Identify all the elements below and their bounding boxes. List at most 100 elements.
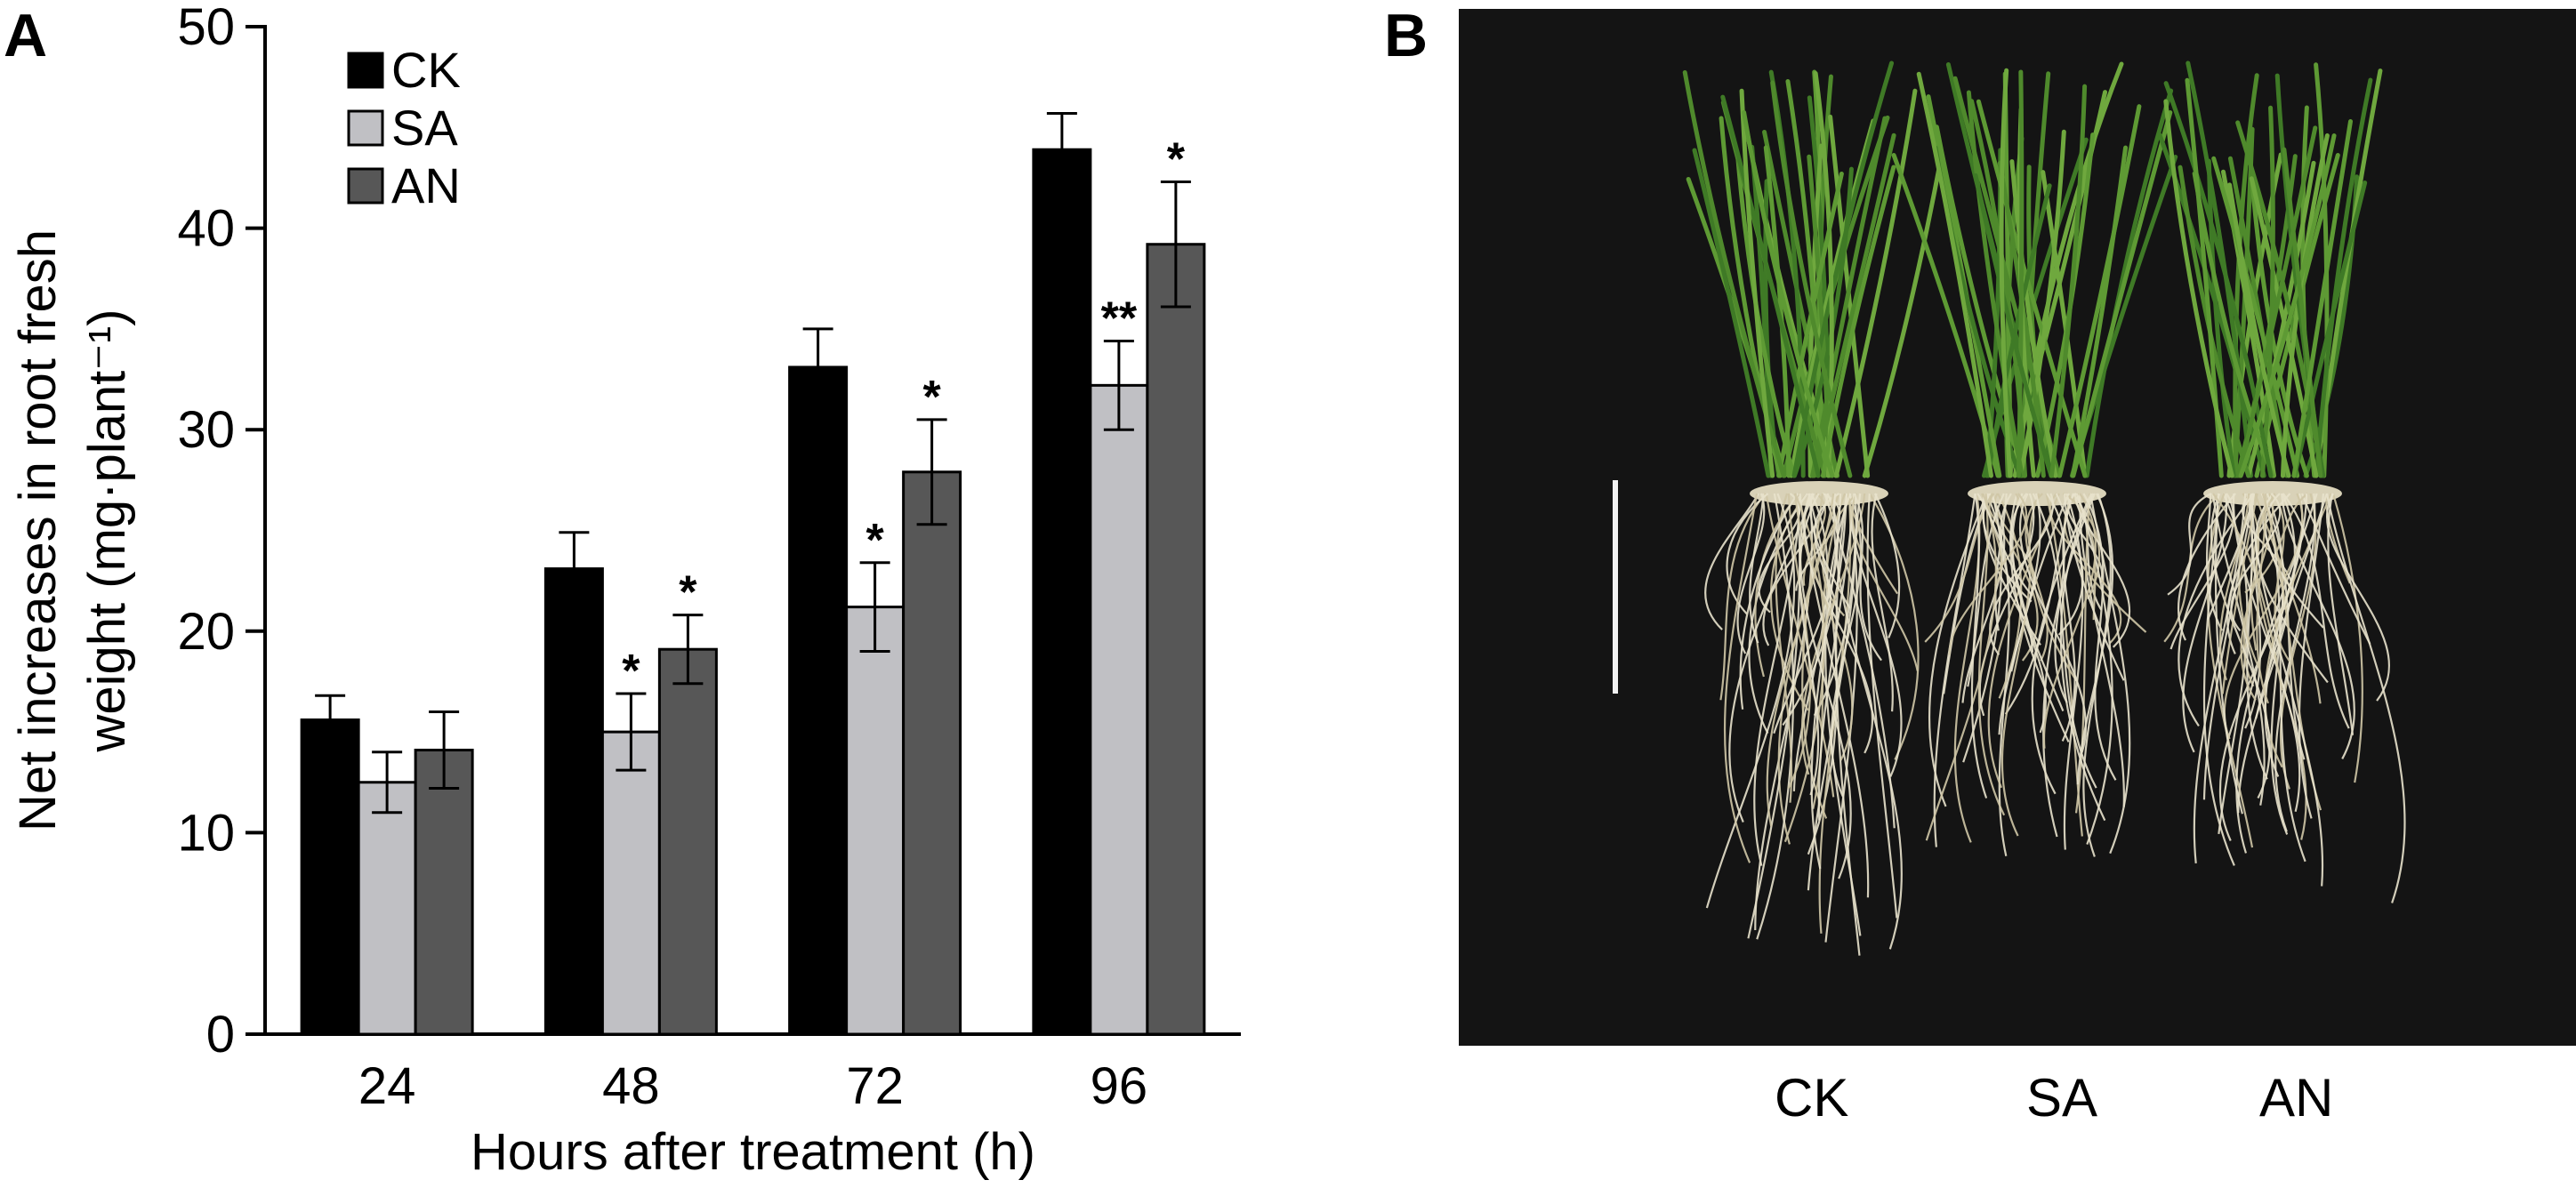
y-tick-label: 30 [177, 401, 235, 459]
root-strand [1766, 493, 1835, 827]
root-strand [2274, 493, 2316, 832]
root-strand [1928, 493, 1988, 807]
legend-label-sa: SA [391, 100, 458, 156]
leaf-blade [1820, 165, 1896, 478]
leaf-blade [2249, 176, 2319, 478]
root-strand [1970, 493, 1988, 799]
legend-label-an: AN [391, 157, 461, 213]
root-strand [1851, 493, 1919, 671]
leaf-blade [2314, 77, 2373, 478]
root-strand [1985, 493, 2010, 857]
significance-mark: * [866, 515, 885, 566]
root-strand [2214, 493, 2243, 815]
root-strand [1924, 493, 1993, 643]
leaf-blade [2070, 145, 2129, 478]
bar-sa-48 [600, 730, 661, 1036]
root-strand [2064, 493, 2125, 681]
leaf-blade [1999, 68, 2013, 478]
root-strand [1987, 493, 2060, 789]
root-strand [2011, 493, 2065, 712]
leaf-blade [1916, 71, 1993, 478]
leaf-blade [1810, 116, 1888, 478]
root-strand [2075, 493, 2113, 845]
photo-label-sa: SA [2026, 1068, 2098, 1128]
root-strand [2282, 493, 2350, 729]
leaf-blade [2071, 110, 2173, 478]
y-tick-label: 10 [177, 804, 235, 862]
panel-b-label: B [1384, 2, 1429, 69]
root-strand [1967, 493, 2005, 687]
root-strand [2025, 493, 2049, 662]
root-strand [2031, 493, 2093, 795]
x-tick-label: 24 [358, 1057, 416, 1115]
bar-sa-72 [845, 606, 906, 1036]
root-strand [1799, 493, 1870, 898]
leaf-blade [2250, 177, 2309, 478]
root-strand [2089, 493, 2131, 855]
leaf-blade [2009, 159, 2058, 478]
leaf-blade [1791, 60, 1895, 478]
legend-swatch-sa [347, 109, 384, 147]
root-strand [2331, 493, 2363, 783]
root-strand [1782, 493, 1848, 726]
root-strand [2301, 493, 2371, 645]
root-strand [2237, 493, 2297, 814]
root-strand [1933, 493, 1976, 847]
root-strand [1719, 493, 1767, 701]
root-strand [2281, 493, 2355, 759]
bar-ck-72 [788, 365, 849, 1036]
root-strand [1873, 493, 1901, 638]
root-strand [1817, 493, 1856, 821]
legend-swatch-ck [347, 52, 384, 89]
root-strand [1988, 493, 2003, 587]
seedling-photo [1459, 9, 2576, 1046]
root-strand [1948, 493, 2027, 655]
root-strand [1807, 493, 1857, 891]
root-strand [1783, 493, 1825, 843]
root-strand [1976, 493, 2033, 597]
root-crown [1750, 481, 1888, 506]
bar-sa-96 [1089, 383, 1149, 1036]
scale-bar [1613, 480, 1618, 694]
root-strand [2182, 493, 2228, 753]
leaf-blade [2192, 171, 2275, 478]
root-strand [2327, 493, 2355, 735]
root-strand [2205, 493, 2224, 631]
bar-an-24 [414, 748, 474, 1036]
y-axis-label-line: weight (mg·plant⁻¹) [78, 309, 136, 753]
leaf-blade [2186, 60, 2253, 478]
bar-sa-24 [357, 781, 417, 1036]
root-strand [2074, 493, 2091, 814]
root-strand [1799, 493, 1852, 879]
legend-swatch-an [347, 167, 384, 205]
leaf-blade [1776, 171, 1844, 478]
x-axis-label: Hours after treatment (h) [471, 1123, 1035, 1181]
root-strand [1756, 493, 1795, 940]
leaf-blade [2292, 181, 2368, 478]
significance-mark: ** [1101, 293, 1138, 344]
root-strand [2042, 493, 2096, 838]
root-strand [2255, 493, 2329, 684]
significance-mark: * [622, 646, 640, 697]
leaf-blade [1833, 88, 1918, 478]
root-strand [1739, 493, 1799, 710]
root-strand [1749, 493, 1765, 644]
leaf-blade [2084, 88, 2174, 478]
root-strand [2250, 493, 2324, 887]
leaf-blade [1976, 99, 2088, 478]
photo-label-an: AN [2259, 1068, 2334, 1128]
bar-ck-96 [1032, 148, 1092, 1036]
root-strand [1977, 493, 2006, 816]
root-strand [1810, 493, 1842, 870]
root-strand [1728, 493, 1815, 823]
leaf-blade [2012, 61, 2124, 478]
root-strand [1814, 493, 1840, 619]
root-strand [1794, 493, 1854, 761]
root-strand [2211, 493, 2266, 806]
leaf-blade [1812, 132, 1896, 478]
root-strand [2059, 493, 2106, 822]
bar-an-48 [657, 647, 718, 1036]
significance-mark: * [923, 372, 942, 423]
x-tick-label: 72 [846, 1057, 904, 1115]
